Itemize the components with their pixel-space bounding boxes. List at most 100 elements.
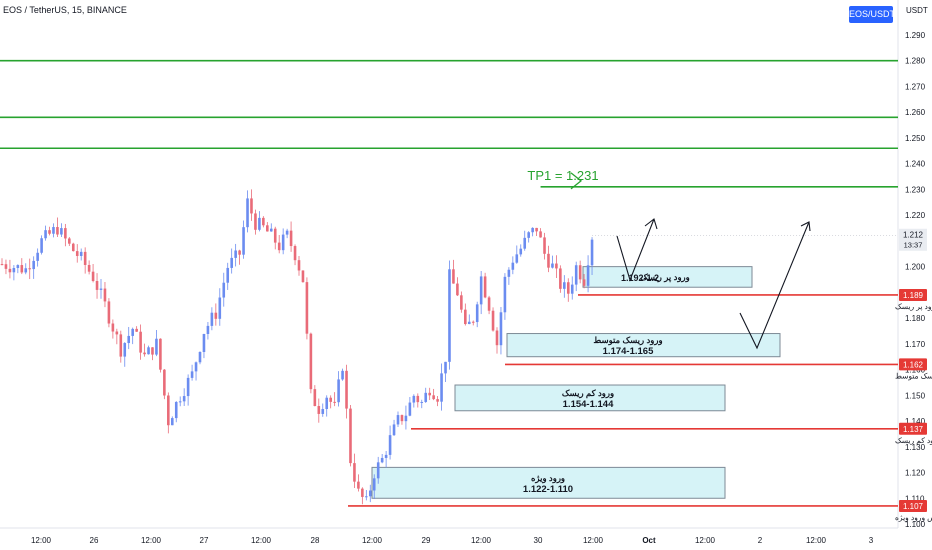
candle-body [91,271,95,281]
candle-body [420,401,424,403]
y-tick-label: 1.270 [905,82,926,91]
candle-body [281,234,285,251]
candle-body [368,490,372,497]
candle-body [432,395,435,400]
candle-body [444,361,447,374]
stop-price-tag-label: 1.189 [903,291,924,300]
candle-body [345,370,348,409]
candle-body [515,254,519,263]
candle-body [246,198,249,228]
candle-body [570,284,574,294]
y-tick-label: 1.170 [905,340,926,349]
candle-body [448,269,451,362]
candle-body [75,251,79,256]
candle-body [206,325,210,334]
stop-label: استاپ لاس ورود پر ریسک [895,302,932,311]
symbol-badge[interactable]: EOS/USDT [849,6,895,23]
candle-body [143,352,146,355]
candle-body [20,265,24,273]
candle-body [452,269,455,284]
candle-body [95,280,99,290]
candle-body [416,395,420,403]
candle-body [582,279,586,286]
candle-body [456,283,459,296]
candle-body [479,276,483,305]
candle-body [28,268,32,270]
candle-body [293,246,297,261]
candle-body [309,333,313,390]
candle-body [266,225,269,232]
candle-body [495,330,499,346]
candle-body [574,265,578,285]
stop-label: استاپ لاس ورود ویژه [895,513,932,522]
candle-body [289,230,293,247]
candle-body [361,488,364,497]
candle-body [365,496,368,498]
candle-body [56,227,59,235]
candle-body [321,409,325,414]
candle-body [0,264,4,266]
candle-body [535,227,538,232]
x-tick-label: 12:00 [471,536,492,545]
y-tick-label: 1.260 [905,108,926,117]
candle-body [392,424,396,436]
candle-body [436,399,439,402]
candle-body [159,338,162,370]
candle-body [151,347,154,355]
stop-label: استاپ لاس ورود ریسک متوسط [895,371,932,380]
candle-body [269,228,273,232]
candle-body [384,454,388,458]
stop-price-tag [899,422,927,435]
last-price-value: 1.212 [903,231,924,240]
candle-body [337,379,340,403]
x-tick-label: 2 [758,536,763,545]
last-price-tag [899,228,927,251]
candle-body [499,312,503,346]
candle-body [301,270,305,283]
candle-body [578,265,582,280]
candle-body [424,392,428,402]
candle-body [202,333,206,352]
candle-body [349,408,352,464]
candle-body [87,264,91,272]
candle-body [273,228,277,243]
candle-body [52,227,55,234]
candle-body [258,217,261,230]
candle-body [147,347,150,355]
candle-body [60,228,63,235]
candle-body [555,263,558,269]
candle-body [519,248,523,255]
stop-label: استاپ لاس ورود کم ریسک [895,436,932,445]
candle-body [234,250,237,258]
candle-body [467,321,471,325]
stop-price-tag-label: 1.107 [903,502,924,511]
candle-body [551,263,554,268]
candle-body [32,260,35,270]
candle-body [475,304,479,323]
candle-body [64,228,67,239]
candle-body [440,373,443,402]
projection-path [739,221,810,350]
candle-body [531,227,534,233]
candle-body [99,288,103,290]
candle-body [174,401,178,419]
candle-body [210,312,214,326]
candle-body [559,268,562,289]
candle-body [464,309,467,325]
candle-body [123,343,127,357]
candle-body [250,198,253,214]
x-tick-label: 12:00 [362,536,383,545]
candle-body [305,282,309,334]
projection-path [616,218,655,282]
currency-label: USDT [906,6,928,15]
last-price-countdown: 13:37 [904,241,923,250]
candle-body [254,213,257,230]
candle-body [135,328,138,332]
candle-body [400,415,404,422]
candle-body [230,257,233,268]
y-tick-label: 1.140 [905,417,926,426]
candle-body [563,282,566,289]
candle-body [242,227,245,255]
stop-price-tag [899,358,927,371]
